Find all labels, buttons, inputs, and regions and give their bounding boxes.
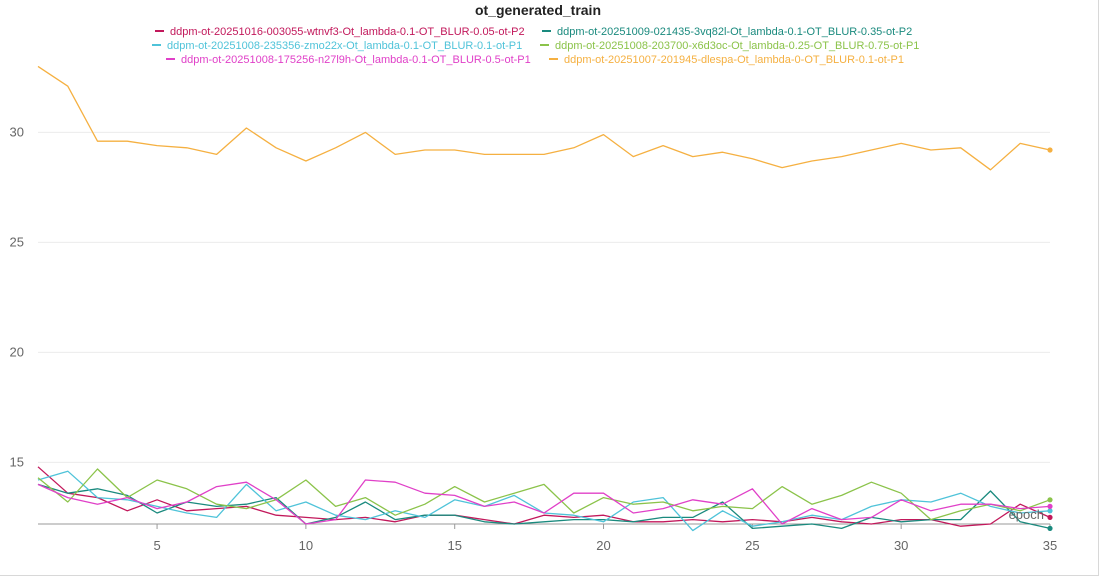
legend-label: ddpm-ot-20251007-201945-dlespa-Ot_lambda… xyxy=(564,54,904,66)
y-tick-label: 30 xyxy=(10,124,24,139)
axis-labels: 15 20 25 30 5 10 15 20 25 30 35 epoch xyxy=(10,124,1058,553)
legend-swatch xyxy=(155,30,164,33)
x-tick-label: 25 xyxy=(745,538,759,553)
x-tick-label: 5 xyxy=(153,538,160,553)
axes xyxy=(38,523,1051,529)
y-tick-label: 20 xyxy=(10,344,24,359)
x-axis-label: epoch xyxy=(1009,507,1044,522)
legend-swatch xyxy=(166,58,175,61)
y-tick-label: 15 xyxy=(10,454,24,469)
x-tick-label: 35 xyxy=(1043,538,1057,553)
series-end-point-6 xyxy=(1047,147,1053,153)
x-tick-label: 15 xyxy=(447,538,461,553)
grid xyxy=(38,131,1050,463)
series-end-point-3 xyxy=(1047,508,1053,514)
legend-label: ddpm-ot-20251016-003055-wtnvf3-Ot_lambda… xyxy=(170,26,525,38)
x-tick-label: 20 xyxy=(596,538,610,553)
legend-swatch xyxy=(549,58,558,61)
series-end-point-2 xyxy=(1047,525,1053,532)
legend-item-4[interactable]: ddpm-ot-20251008-203700-x6d3oc-Ot_lambda… xyxy=(540,39,919,53)
x-tick-label: 10 xyxy=(299,538,313,553)
series-end-point-1 xyxy=(1047,514,1053,521)
series-line-6 xyxy=(37,65,1051,171)
y-tick-label: 25 xyxy=(10,234,24,249)
legend-label: ddpm-ot-20251009-021435-3vq82l-Ot_lambda… xyxy=(557,26,913,38)
legend-swatch xyxy=(540,44,549,47)
series-line-5 xyxy=(37,479,1051,525)
series-end-point-5 xyxy=(1047,503,1053,509)
legend-swatch xyxy=(542,30,551,33)
legend-label: ddpm-ot-20251008-203700-x6d3oc-Ot_lambda… xyxy=(555,40,920,52)
series-end-point-4 xyxy=(1047,497,1053,503)
legend-label: ddpm-ot-20251008-235356-zmo22x-Ot_lambda… xyxy=(167,40,523,52)
legend-item-2[interactable]: ddpm-ot-20251009-021435-3vq82l-Ot_lambda… xyxy=(542,25,912,39)
series-end-markers xyxy=(1047,147,1053,532)
legend-item-5[interactable]: ddpm-ot-20251008-175256-n27l9h-Ot_lambda… xyxy=(166,53,531,67)
series-line-4 xyxy=(37,468,1051,521)
legend-item-6[interactable]: ddpm-ot-20251007-201945-dlespa-Ot_lambda… xyxy=(549,53,904,67)
legend-swatch xyxy=(152,44,161,47)
x-tick-label: 30 xyxy=(894,538,908,553)
legend-label: ddpm-ot-20251008-175256-n27l9h-Ot_lambda… xyxy=(181,54,531,66)
legend-item-1[interactable]: ddpm-ot-20251016-003055-wtnvf3-Ot_lambda… xyxy=(155,25,525,39)
series-lines xyxy=(37,65,1051,532)
legend-item-3[interactable]: ddpm-ot-20251008-235356-zmo22x-Ot_lambda… xyxy=(152,39,522,53)
series-line-2 xyxy=(37,483,1051,530)
series-line-1 xyxy=(37,466,1051,527)
chart-title: ot_generated_train xyxy=(474,2,602,18)
